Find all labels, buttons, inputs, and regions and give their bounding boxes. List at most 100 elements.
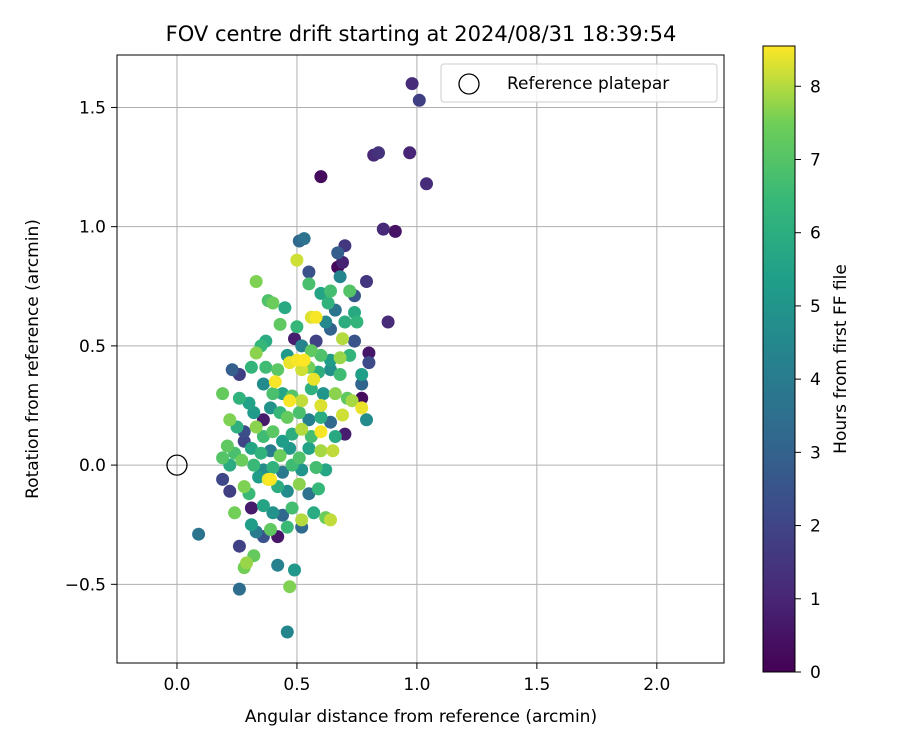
scatter-point [244, 501, 258, 515]
data-points [192, 77, 433, 639]
scatter-point [271, 558, 285, 572]
chart-title: FOV centre drift starting at 2024/08/31 … [166, 22, 677, 46]
scatter-point [372, 146, 385, 160]
scatter-point [216, 472, 230, 486]
scatter-point [321, 296, 335, 310]
scatter-point [223, 413, 237, 427]
scatter-point [290, 320, 304, 334]
scatter-point [220, 439, 234, 453]
scatter-point [333, 368, 347, 381]
scatter-point [309, 334, 323, 348]
scatter-point [302, 441, 316, 455]
scatter-point [328, 430, 342, 443]
scatter-point [264, 401, 277, 415]
scatter-point [254, 446, 268, 460]
scatter-point [362, 346, 376, 360]
scatter-point [216, 451, 230, 465]
scatter-point [355, 377, 369, 391]
scatter-point [249, 275, 263, 288]
scatter-point [276, 434, 289, 448]
scatter-point [412, 93, 426, 107]
scatter-point [292, 451, 306, 465]
scatter-point [307, 506, 321, 520]
scatter-point [324, 415, 337, 429]
scatter-point [249, 420, 263, 434]
scatter-point [302, 487, 316, 501]
scatter-point [249, 346, 263, 360]
scatter-point [276, 465, 289, 479]
scatter-point [314, 399, 328, 412]
scatter-point [259, 360, 273, 374]
scatter-point [266, 296, 280, 310]
scatter-point [225, 363, 239, 377]
scatter-point [331, 246, 345, 260]
colorbar-tick-label: 2 [810, 517, 821, 537]
scatter-point [297, 353, 311, 367]
scatter-point [295, 463, 309, 477]
scatter-point [295, 394, 309, 408]
scatter-point [244, 360, 258, 374]
scatter-point [324, 363, 337, 377]
scatter-point [403, 146, 417, 160]
scatter-point [314, 170, 328, 184]
y-tick-label: 0.0 [79, 456, 106, 476]
scatter-point [307, 372, 321, 386]
scatter-point [316, 387, 330, 401]
scatter-point [266, 387, 280, 401]
legend-box [440, 63, 718, 103]
scatter-point [266, 425, 280, 439]
colorbar-tick-label: 3 [810, 443, 821, 463]
scatter-point [292, 477, 306, 491]
scatter-point [295, 513, 309, 527]
legend-entry-label: Reference platepar [507, 74, 669, 94]
scatter-point [302, 413, 316, 427]
x-tick-label: 0.0 [163, 675, 190, 695]
scatter-point [302, 265, 316, 279]
colorbar-tick-label: 8 [810, 77, 821, 97]
scatter-point [228, 506, 242, 520]
scatter-point [338, 315, 352, 329]
scatter-point [336, 408, 349, 422]
scatter-point [362, 356, 376, 370]
reference-marker-layer [166, 454, 188, 476]
scatter-point [314, 425, 328, 439]
scatter-point [314, 410, 328, 424]
scatter-point [348, 334, 361, 348]
scatter-point [388, 224, 402, 238]
scatter-point [273, 449, 287, 463]
scatter-point [314, 444, 328, 458]
scatter-point [242, 396, 256, 410]
colorbar-tick-label: 7 [810, 150, 821, 170]
scatter-point [326, 444, 340, 458]
scatter-point [312, 482, 325, 496]
scatter-point [381, 315, 395, 329]
scatter-point [223, 484, 237, 498]
x-axis-ticks: 0.0 0.5 1.0 1.5 2.0 [163, 663, 670, 695]
scatter-point [309, 461, 323, 474]
scatter-point [302, 277, 316, 291]
scatter-point [273, 317, 287, 331]
scatter-point [360, 413, 373, 427]
x-tick-label: 2.0 [643, 675, 670, 695]
scatter-point [256, 499, 270, 513]
x-tick-label: 1.5 [523, 675, 550, 695]
scatter-point [192, 527, 206, 541]
scatter-point [280, 484, 294, 498]
scatter-point [268, 375, 282, 389]
scatter-point [290, 253, 304, 267]
colorbar-tick-label: 1 [810, 590, 821, 610]
scatter-point [304, 430, 318, 443]
scatter-point [324, 513, 337, 527]
scatter-point [285, 501, 299, 515]
scatter-point [314, 348, 328, 362]
legend: Reference platepar [440, 63, 718, 103]
x-tick-label: 0.5 [283, 675, 310, 695]
scatter-point [216, 387, 230, 401]
scatter-point [319, 315, 333, 329]
scatter-point [256, 377, 270, 391]
colorbar-tick-label: 5 [810, 297, 821, 317]
scatter-point [304, 344, 318, 358]
scatter-point [283, 580, 297, 594]
scatter-point [278, 301, 292, 315]
scatter-point [333, 270, 347, 284]
